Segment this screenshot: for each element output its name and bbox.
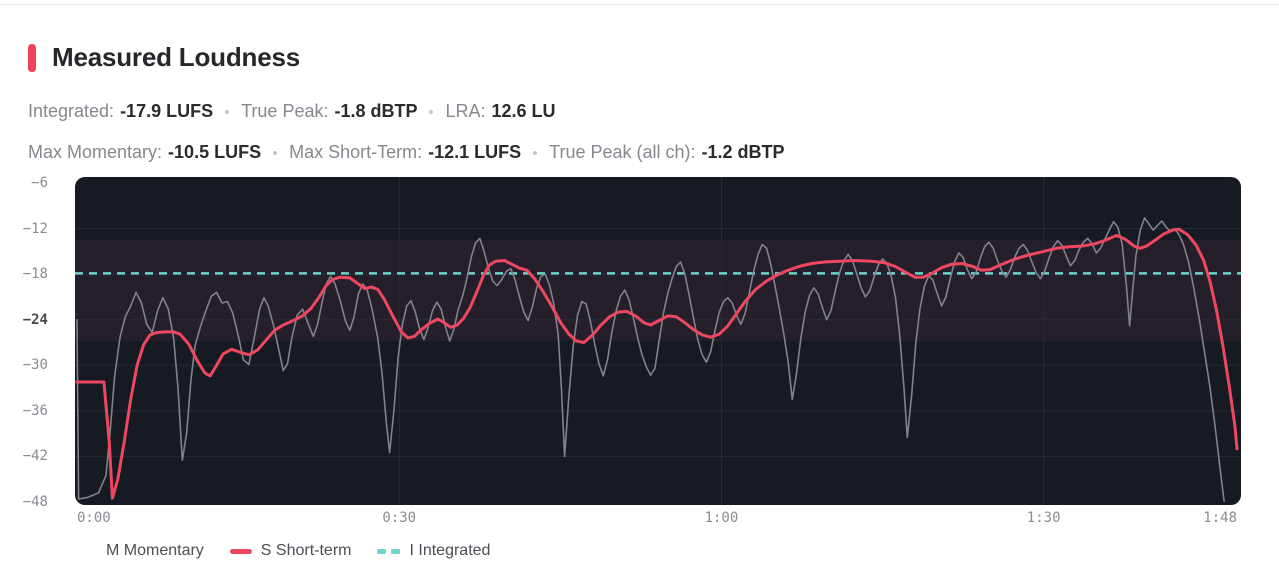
stats-row-2: Max Momentary: -10.5 LUFS Max Short-Term…	[28, 142, 785, 163]
stat-value-true-peak: -1.8 dBTP	[334, 101, 418, 121]
y-tick-label: −48	[22, 494, 48, 510]
y-tick-label: −6	[31, 175, 48, 191]
page-header: Measured Loudness	[28, 42, 300, 73]
legend-label-momentary: M Momentary	[106, 542, 204, 559]
stat-value-lra: 12.6 LU	[491, 101, 556, 121]
short-term-swatch	[229, 548, 252, 554]
legend-label-short-term: S Short-term	[260, 542, 352, 559]
legend-item-momentary: M Momentary	[75, 542, 204, 560]
stat-label-max-short-term: Max Short-Term:	[289, 142, 423, 162]
y-tick-label: −36	[22, 402, 48, 419]
x-tick-label: 1:00	[704, 510, 739, 526]
plot-area	[75, 177, 1241, 505]
legend-item-short-term: S Short-term	[229, 542, 352, 560]
stat-value-max-momentary: -10.5 LUFS	[168, 142, 262, 162]
x-tick-label: 1:30	[1026, 510, 1061, 526]
x-tick-label: 1:48	[1203, 510, 1237, 526]
stat-value-max-short-term: -12.1 LUFS	[428, 142, 522, 162]
stats-row-1: Integrated: -17.9 LUFS True Peak: -1.8 d…	[28, 101, 556, 122]
lra-band	[75, 239, 1241, 341]
stat-label-max-momentary: Max Momentary:	[28, 142, 163, 162]
legend-label-integrated: I Integrated	[409, 542, 491, 559]
stat-value-integrated: -17.9 LUFS	[120, 101, 214, 121]
top-divider	[0, 4, 1279, 5]
separator-dot	[533, 150, 538, 155]
page-title: Measured Loudness	[52, 42, 300, 72]
y-tick-label: −12	[22, 220, 48, 237]
y-tick-label: −30	[22, 357, 48, 374]
integrated-swatch-dash	[377, 548, 387, 554]
y-tick-label: −24	[22, 311, 48, 328]
y-tick-label: −42	[22, 448, 48, 465]
x-tick-label: 0:00	[77, 510, 111, 526]
stat-label-integrated: Integrated:	[28, 101, 115, 121]
momentary-swatch	[75, 549, 97, 554]
stat-label-lra: LRA:	[445, 101, 486, 121]
stat-value-true-peak-all-ch: -1.2 dBTP	[701, 142, 785, 162]
stat-label-true-peak-all-ch: True Peak (all ch):	[549, 142, 696, 162]
chart-legend: M Momentary S Short-term I Integrated	[75, 542, 490, 560]
separator-dot	[273, 150, 278, 155]
x-tick-label: 0:30	[382, 510, 417, 526]
stat-label-true-peak: True Peak:	[241, 101, 329, 121]
loudness-chart	[75, 177, 1241, 505]
separator-dot	[225, 109, 230, 114]
y-axis: −6 −12 −18 −24 −30 −36 −42 −48	[0, 175, 48, 510]
short-term-line	[75, 227, 1239, 500]
integrated-swatch-dash	[391, 548, 401, 554]
legend-item-integrated: I Integrated	[377, 542, 490, 560]
y-tick-label: −18	[22, 266, 48, 283]
separator-dot	[429, 109, 434, 114]
x-axis: 0:00 0:30 1:00 1:30 1:48	[75, 510, 1241, 530]
momentary-line	[76, 217, 1225, 503]
integrated-swatch	[377, 548, 401, 554]
title-accent-bar	[28, 43, 36, 72]
